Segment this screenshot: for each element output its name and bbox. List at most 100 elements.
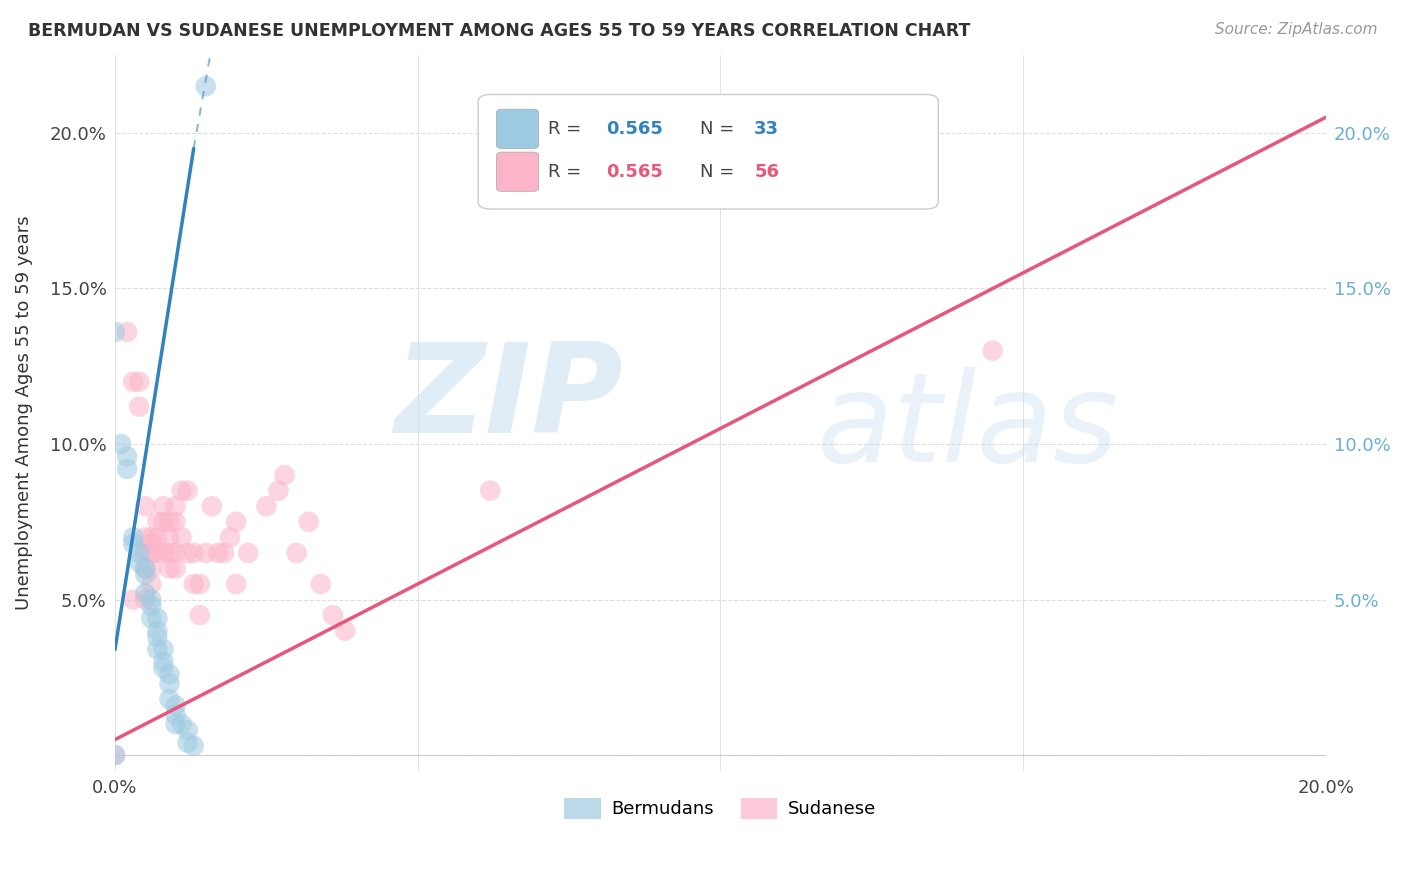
Point bbox=[285, 546, 308, 560]
Point bbox=[110, 437, 132, 451]
Point bbox=[194, 546, 217, 560]
Point bbox=[333, 624, 356, 638]
Point bbox=[141, 592, 163, 607]
Point bbox=[207, 546, 229, 560]
Point bbox=[225, 577, 247, 591]
Point bbox=[146, 642, 169, 657]
Point bbox=[267, 483, 290, 498]
Point bbox=[104, 748, 127, 763]
Point bbox=[309, 577, 332, 591]
Point bbox=[165, 707, 187, 722]
Text: R =: R = bbox=[548, 120, 588, 138]
Point bbox=[194, 79, 217, 94]
Point bbox=[134, 546, 156, 560]
Text: 0.565: 0.565 bbox=[606, 162, 664, 181]
Point bbox=[122, 536, 145, 550]
Point bbox=[170, 717, 193, 731]
Point bbox=[159, 515, 181, 529]
Text: atlas: atlas bbox=[817, 367, 1119, 488]
Point bbox=[176, 546, 198, 560]
Point bbox=[146, 630, 169, 644]
Point bbox=[134, 561, 156, 575]
Point bbox=[152, 655, 174, 669]
Point bbox=[165, 515, 187, 529]
FancyBboxPatch shape bbox=[478, 95, 938, 209]
Point bbox=[152, 642, 174, 657]
Point bbox=[128, 546, 150, 560]
Point bbox=[134, 500, 156, 514]
Text: 56: 56 bbox=[754, 162, 779, 181]
Point bbox=[981, 343, 1004, 358]
Point bbox=[238, 546, 260, 560]
Point bbox=[159, 546, 181, 560]
Point bbox=[183, 546, 205, 560]
Point bbox=[134, 530, 156, 544]
Point bbox=[115, 325, 138, 339]
Point bbox=[134, 592, 156, 607]
Point bbox=[176, 483, 198, 498]
Point bbox=[170, 530, 193, 544]
Point bbox=[141, 530, 163, 544]
Point bbox=[128, 555, 150, 569]
Point bbox=[122, 375, 145, 389]
Point bbox=[122, 592, 145, 607]
Point bbox=[104, 325, 127, 339]
Point bbox=[141, 536, 163, 550]
Point bbox=[152, 515, 174, 529]
Point bbox=[159, 692, 181, 706]
Point bbox=[134, 567, 156, 582]
Point bbox=[146, 530, 169, 544]
Point bbox=[141, 577, 163, 591]
FancyBboxPatch shape bbox=[496, 109, 538, 149]
Text: R =: R = bbox=[548, 162, 588, 181]
Point bbox=[159, 530, 181, 544]
Point bbox=[152, 500, 174, 514]
Point bbox=[165, 500, 187, 514]
Point bbox=[188, 577, 211, 591]
Y-axis label: Unemployment Among Ages 55 to 59 years: Unemployment Among Ages 55 to 59 years bbox=[15, 216, 32, 610]
Point bbox=[104, 748, 127, 763]
Legend: Bermudans, Sudanese: Bermudans, Sudanese bbox=[557, 791, 883, 826]
Text: 0.565: 0.565 bbox=[606, 120, 664, 138]
Point bbox=[165, 561, 187, 575]
Point bbox=[152, 661, 174, 675]
Text: ZIP: ZIP bbox=[395, 338, 623, 459]
Point bbox=[141, 611, 163, 625]
Point bbox=[170, 483, 193, 498]
Point bbox=[141, 599, 163, 613]
Text: N =: N = bbox=[700, 120, 740, 138]
Point bbox=[152, 546, 174, 560]
Point bbox=[159, 667, 181, 681]
Point bbox=[134, 586, 156, 600]
Text: N =: N = bbox=[700, 162, 740, 181]
Point bbox=[201, 500, 224, 514]
Point bbox=[146, 611, 169, 625]
Point bbox=[146, 515, 169, 529]
Point bbox=[128, 400, 150, 414]
Point bbox=[122, 530, 145, 544]
Point bbox=[183, 739, 205, 753]
Point bbox=[165, 698, 187, 713]
Point bbox=[176, 736, 198, 750]
Text: BERMUDAN VS SUDANESE UNEMPLOYMENT AMONG AGES 55 TO 59 YEARS CORRELATION CHART: BERMUDAN VS SUDANESE UNEMPLOYMENT AMONG … bbox=[28, 22, 970, 40]
Text: 33: 33 bbox=[754, 120, 779, 138]
Point bbox=[146, 624, 169, 638]
Point bbox=[115, 450, 138, 464]
Point bbox=[479, 483, 502, 498]
Point bbox=[225, 515, 247, 529]
Point bbox=[141, 546, 163, 560]
Point bbox=[273, 468, 295, 483]
Point bbox=[134, 561, 156, 575]
Text: Source: ZipAtlas.com: Source: ZipAtlas.com bbox=[1215, 22, 1378, 37]
Point bbox=[254, 500, 277, 514]
Point bbox=[219, 530, 242, 544]
Point bbox=[165, 546, 187, 560]
Point bbox=[322, 608, 344, 623]
Point bbox=[298, 515, 321, 529]
Point bbox=[115, 462, 138, 476]
Point bbox=[159, 676, 181, 690]
Point bbox=[188, 608, 211, 623]
Point bbox=[141, 561, 163, 575]
Point bbox=[165, 717, 187, 731]
Point bbox=[159, 561, 181, 575]
